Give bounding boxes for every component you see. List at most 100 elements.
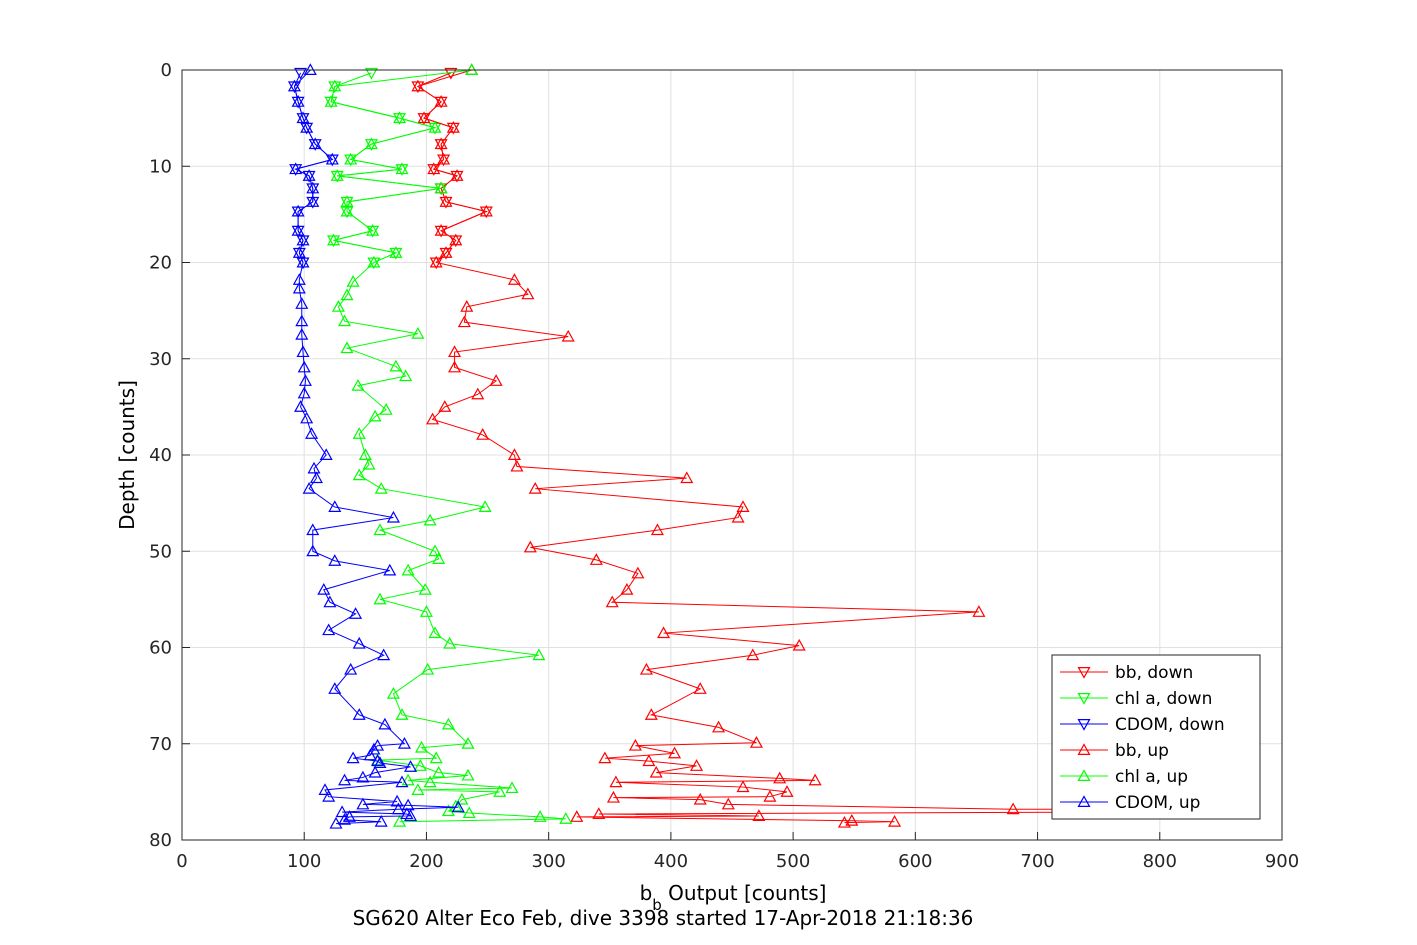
data-point [507, 273, 521, 285]
data-point [340, 204, 354, 217]
data-point [455, 792, 469, 805]
data-point [441, 717, 455, 730]
legend-label: chl a, up [1115, 767, 1188, 787]
data-point [344, 662, 358, 675]
data-point [358, 448, 372, 460]
data-point [749, 736, 763, 748]
data-point [533, 810, 547, 822]
data-point [307, 461, 321, 474]
data-point [528, 481, 542, 494]
data-point [295, 297, 309, 309]
data-point [746, 648, 760, 661]
data-point [972, 605, 986, 617]
x-tick-label: 700 [1020, 851, 1054, 872]
data-point [352, 708, 366, 720]
data-point [395, 775, 409, 788]
data-point [589, 553, 603, 565]
data-point [620, 583, 634, 595]
x-tick-label: 100 [287, 851, 321, 872]
series-3 [411, 63, 1106, 828]
data-point [296, 255, 310, 268]
legend-label: CDOM, up [1115, 793, 1200, 813]
data-point [330, 169, 344, 181]
data-point [808, 773, 822, 786]
data-point [368, 409, 382, 422]
data-point [367, 742, 381, 755]
data-point [418, 583, 432, 595]
data-point [297, 360, 311, 373]
data-point [296, 233, 310, 246]
data-point [386, 510, 400, 523]
data-point [351, 378, 365, 391]
data-point [449, 799, 463, 812]
data-point [434, 181, 448, 194]
data-point [309, 471, 323, 484]
y-tick-label: 80 [149, 830, 172, 851]
data-point [296, 345, 310, 358]
data-point [331, 300, 345, 312]
data-point [397, 737, 411, 749]
data-point [317, 583, 331, 595]
data-point [428, 626, 442, 639]
data-point [373, 523, 387, 536]
data-point [479, 204, 493, 217]
data-point [292, 273, 306, 285]
data-point [434, 224, 448, 236]
data-point [721, 797, 735, 810]
data-point [657, 626, 671, 639]
data-point [352, 636, 366, 649]
data-point [303, 63, 317, 76]
data-point [413, 759, 427, 771]
data-point [429, 255, 443, 268]
data-point [451, 800, 465, 813]
y-tick-label: 50 [149, 541, 172, 562]
x-axis-label-subscript: b [652, 896, 662, 914]
data-point [461, 737, 475, 749]
data-point [328, 554, 342, 566]
data-point [606, 790, 620, 803]
legend-marker [1077, 692, 1091, 705]
data-point [465, 63, 479, 76]
data-point [328, 682, 342, 694]
data-point [489, 374, 503, 386]
data-point [411, 326, 425, 339]
data-point [476, 428, 490, 440]
data-point [383, 563, 397, 576]
data-point [389, 246, 403, 258]
data-point [389, 359, 403, 372]
data-point [1006, 802, 1020, 815]
data-point [338, 314, 352, 327]
data-point [462, 806, 476, 819]
data-point [736, 780, 750, 793]
data-point [393, 814, 407, 827]
data-point [505, 781, 519, 794]
data-point [448, 360, 462, 373]
data-point [428, 544, 442, 557]
series-4 [324, 63, 573, 827]
data-point [295, 327, 309, 340]
data-point [306, 181, 320, 194]
series-5 [287, 63, 465, 829]
data-point [693, 682, 707, 694]
y-tick-label: 60 [149, 638, 172, 659]
data-point [340, 341, 354, 354]
data-point [366, 224, 380, 236]
data-point [690, 759, 704, 771]
series-line [330, 69, 566, 823]
legend-label: bb, up [1115, 741, 1169, 761]
data-point [421, 662, 435, 675]
data-point [377, 648, 391, 661]
y-tick-label: 20 [149, 253, 172, 274]
x-tick-label: 200 [409, 851, 443, 872]
data-point [291, 95, 305, 107]
x-tick-label: 500 [776, 851, 810, 872]
data-point [374, 814, 388, 827]
data-point [298, 374, 312, 386]
data-point [346, 751, 360, 764]
data-point [340, 288, 354, 301]
x-tick-label: 0 [176, 851, 187, 872]
data-point [427, 162, 441, 175]
data-point [592, 807, 606, 820]
data-point [415, 740, 429, 753]
data-point [561, 329, 575, 342]
